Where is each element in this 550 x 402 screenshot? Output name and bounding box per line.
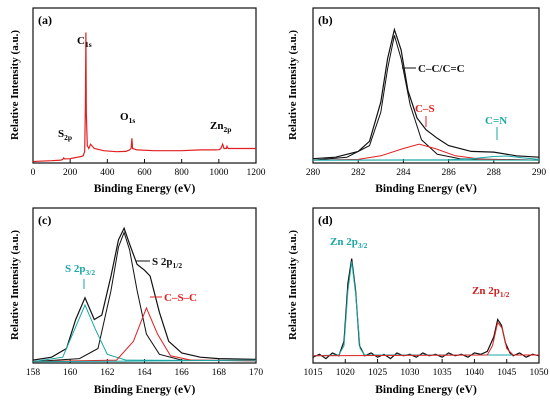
panel-c-s12-fit-line — [32, 230, 257, 363]
panel-c-title: (c) — [38, 213, 51, 227]
panel-a-xlabel: Binding Energy (eV) — [94, 183, 196, 195]
panel-d-tick-label: 1045 — [497, 368, 516, 378]
panel-b-cc-fit-line — [312, 35, 540, 161]
panel-b-raw-line — [312, 27, 540, 160]
panel-c: Relative Intensity (a.u.) (c) 158 160 162 1… — [9, 207, 264, 396]
panel-d-zn32-label: Zn 2p3/2 — [330, 236, 368, 250]
panel-d-tick-label: 1030 — [400, 368, 419, 378]
panel-a-o1s-label: O1s — [120, 111, 135, 125]
panel-b-title: (b) — [318, 13, 333, 27]
panel-b-tick-label: 288 — [487, 168, 502, 178]
panel-d-zn12-label: Zn 2p1/2 — [472, 285, 510, 299]
panel-b: Relative Intensity (a.u.) (b) 280 282 284 2… — [287, 7, 547, 195]
panel-c-tick-label: 164 — [137, 368, 152, 378]
panel-d-tick-label: 1020 — [336, 368, 355, 378]
panel-c-raw-line — [32, 226, 257, 361]
panel-a-tick-label: 400 — [100, 168, 115, 178]
panel-a-title: (a) — [38, 13, 52, 27]
panel-a-tick-label: 1200 — [247, 168, 266, 178]
panel-d-title: (d) — [318, 213, 333, 227]
panel-d-tick-label: 1025 — [368, 368, 387, 378]
panel-c-s32-fit-line — [32, 303, 257, 363]
panel-b-ylabel: Relative Intensity (a.u.) — [287, 30, 299, 140]
panel-a-survey-line — [32, 32, 256, 163]
panel-c-baseline-line — [32, 359, 257, 363]
panel-d-tick-label: 1040 — [465, 368, 484, 378]
panel-c-csc-label: C–S–C — [164, 292, 197, 304]
panel-d-zn12-fit-line — [312, 321, 539, 357]
panel-a-zn2p-label: Zn2p — [210, 120, 231, 134]
panel-d-tick-label: 1035 — [433, 368, 452, 378]
panel-c-tick-label: 168 — [212, 368, 227, 378]
panel-c-tick-label: 162 — [100, 368, 115, 378]
panel-c-tick-label: 170 — [249, 368, 264, 378]
panel-b-cc-label: C–C/C=C — [418, 63, 465, 75]
panel-d-tick-label: 1050 — [530, 368, 549, 378]
panel-d-zn32-fit-line — [312, 261, 539, 357]
panel-c-tick-label: 158 — [26, 368, 41, 378]
panel-b-cn-label: C=N — [485, 115, 507, 127]
panel-c-s12-label: S 2p1/2 — [152, 256, 182, 270]
panel-b-frame — [312, 7, 540, 164]
panel-c-csc-fit-line — [32, 306, 257, 363]
panel-c-tick-label: 166 — [175, 368, 190, 378]
panel-a-tick-label: 200 — [63, 168, 78, 178]
panel-a-tick-label: 800 — [175, 168, 190, 178]
panel-c-xlabel: Binding Energy (eV) — [94, 384, 196, 396]
panel-b-tick-label: 286 — [441, 168, 456, 178]
panel-b-cs-fit-line — [312, 143, 540, 161]
panel-b-tick-label: 282 — [351, 168, 366, 178]
panel-b-cs-label: C–S — [415, 103, 435, 115]
panel-a-tick-label: 1000 — [209, 168, 228, 178]
panel-b-tick-label: 290 — [532, 168, 547, 178]
panel-b-xlabel: Binding Energy (eV) — [375, 183, 477, 195]
panel-c-frame — [32, 207, 257, 364]
panel-b-tick-label: 284 — [396, 168, 411, 178]
panel-d-xlabel: Binding Energy (eV) — [375, 384, 477, 396]
panel-d: Relative Intensity (a.u.) (d) 1015 1020 10… — [287, 207, 549, 396]
panel-b-tick-label: 280 — [306, 168, 321, 178]
panel-c-tick-label: 160 — [63, 368, 78, 378]
panel-d-ylabel: Relative Intensity (a.u.) — [287, 230, 299, 340]
panel-c-ylabel: Relative Intensity (a.u.) — [9, 230, 21, 340]
panel-a: Relative Intensity (a.u.) (a) 0 200 400 600… — [9, 7, 266, 195]
panel-a-tick-label: 600 — [137, 168, 152, 178]
panel-c-s32-label: S 2p3/2 — [65, 263, 95, 277]
panel-a-s2p-label: S2p — [58, 128, 72, 142]
panel-a-c1s-label: C1s — [77, 35, 92, 49]
panel-a-tick-label: 0 — [31, 168, 36, 178]
panel-d-tick-label: 1015 — [304, 368, 323, 378]
panel-a-ylabel: Relative Intensity (a.u.) — [9, 30, 21, 140]
panel-d-frame — [312, 207, 540, 364]
